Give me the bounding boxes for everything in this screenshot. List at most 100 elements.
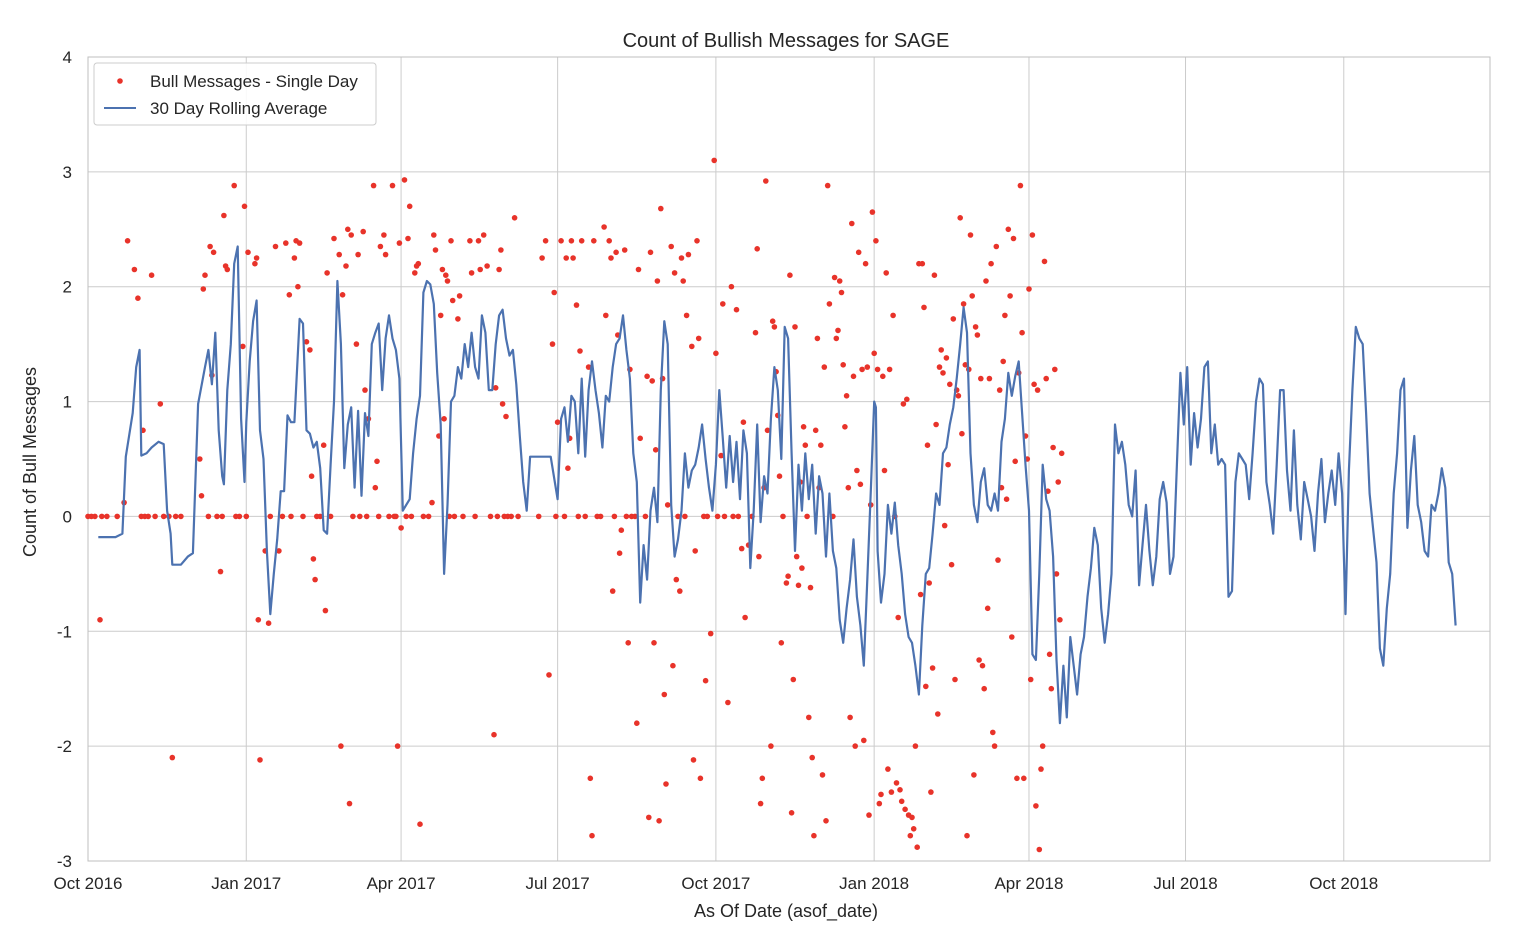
scatter-point [814, 335, 821, 342]
scatter-point [983, 278, 989, 284]
scatter-point [677, 588, 683, 594]
scatter-point [353, 341, 360, 347]
scatter-point [307, 347, 313, 353]
scatter-point [931, 272, 938, 279]
scatter-point [492, 385, 499, 391]
scatter-point [778, 640, 785, 646]
scatter-point [563, 255, 569, 261]
scatter-point [692, 548, 698, 554]
scatter-point [415, 260, 422, 267]
scatter-point [1043, 375, 1049, 382]
scatter-point [1017, 182, 1024, 189]
scatter-point [451, 513, 458, 520]
scatter-point [888, 789, 895, 795]
scatter-point [549, 341, 556, 347]
scatter-point [1038, 766, 1044, 772]
scatter-point [898, 798, 905, 805]
scatter-point [683, 312, 690, 319]
scatter-point [984, 605, 991, 612]
scatter-point [883, 270, 889, 276]
scatter-point [831, 274, 838, 281]
scatter-point [219, 513, 225, 520]
scatter-point [131, 266, 138, 273]
scatter-point [995, 557, 1001, 563]
scatter-point [811, 832, 817, 839]
scatter-point [940, 370, 946, 376]
scatter-point [735, 513, 742, 520]
scatter-series [85, 157, 1065, 853]
scatter-point [738, 545, 745, 552]
scatter-point [936, 364, 943, 370]
scatter-point [1021, 775, 1027, 782]
scatter-point [303, 339, 310, 345]
scatter-point [386, 513, 392, 520]
scatter-point [355, 251, 361, 258]
scatter-point [363, 513, 370, 520]
scatter-point [1058, 450, 1065, 457]
scatter-point [1010, 235, 1017, 242]
scatter-point [866, 812, 872, 818]
scatter-point [207, 243, 213, 250]
scatter-point [310, 556, 317, 562]
scatter-point [114, 513, 120, 520]
scatter-point [412, 270, 418, 276]
scatter-point [291, 255, 298, 261]
scatter-point [902, 806, 908, 813]
scatter-point [787, 272, 793, 279]
scatter-point [947, 381, 953, 388]
scatter-point [104, 513, 110, 520]
scatter-point [494, 513, 501, 520]
scatter-point [838, 289, 845, 296]
scatter-point [252, 260, 258, 267]
scatter-point [725, 699, 731, 706]
scatter-point [707, 630, 714, 637]
scatter-point [283, 240, 289, 246]
scatter-point [444, 278, 451, 284]
scatter-point [647, 249, 654, 256]
scatter-point [558, 238, 564, 244]
scatter-point [394, 743, 401, 749]
scatter-point [981, 685, 987, 692]
scatter-point [819, 772, 826, 778]
rolling-average-line [98, 245, 1457, 725]
scatter-point [348, 232, 355, 238]
scatter-point [441, 416, 447, 422]
scatter-point [345, 226, 351, 233]
scatter-point [976, 657, 982, 663]
scatter-point [955, 393, 962, 399]
scatter-point [897, 787, 903, 793]
scatter-point [907, 832, 914, 839]
scatter-point [542, 238, 549, 244]
scatter-point [962, 362, 969, 368]
scatter-point [635, 266, 642, 273]
scatter-point [792, 324, 798, 330]
scatter-point [322, 607, 329, 614]
scatter-point [893, 780, 900, 786]
x-tick-label: Oct 2016 [54, 874, 123, 893]
scatter-point [952, 676, 958, 683]
scatter-point [945, 461, 951, 468]
scatter-point [443, 272, 449, 279]
scatter-point [1033, 803, 1039, 809]
scatter-point [601, 224, 607, 230]
y-tick-label: -2 [57, 737, 72, 756]
scatter-point [381, 232, 387, 238]
scatter-point [320, 442, 327, 449]
scatter-point [389, 182, 396, 189]
scatter-point [921, 304, 927, 311]
scatter-point [169, 754, 176, 761]
scatter-point [646, 814, 652, 821]
scatter-point [241, 203, 248, 210]
scatter-point [1034, 387, 1041, 393]
scatter-point [431, 232, 437, 238]
scatter-point [1052, 366, 1058, 373]
chart-title: Count of Bullish Messages for SAGE [623, 30, 950, 52]
x-tick-label: Jan 2017 [211, 874, 281, 893]
scatter-point [861, 737, 867, 744]
scatter-point [919, 260, 926, 267]
scatter-point [148, 272, 155, 279]
scatter-point [487, 513, 494, 520]
scatter-point [362, 387, 368, 393]
scatter-point [491, 731, 497, 738]
